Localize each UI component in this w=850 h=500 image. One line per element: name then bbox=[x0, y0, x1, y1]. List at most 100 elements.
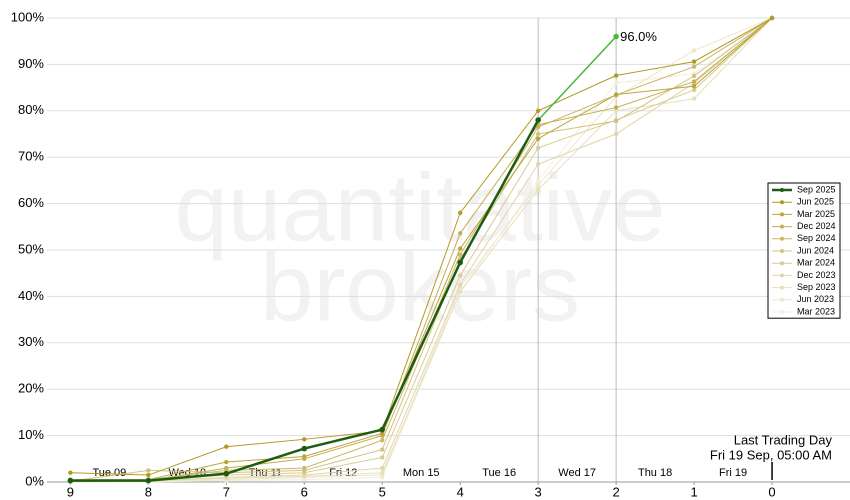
data-point bbox=[145, 477, 152, 484]
legend-swatch-dot bbox=[780, 285, 784, 290]
data-point bbox=[613, 108, 619, 114]
data-point bbox=[457, 273, 463, 278]
series-line-segment bbox=[537, 36, 617, 121]
data-point bbox=[380, 465, 385, 471]
x-tick-label: 0 bbox=[768, 484, 775, 499]
annotation: Fri 19 Sep, 05:00 AM bbox=[710, 447, 832, 462]
data-point bbox=[457, 289, 463, 294]
legend-swatch-dot bbox=[780, 297, 784, 302]
data-point bbox=[146, 468, 151, 473]
day-label: Mon 15 bbox=[403, 467, 440, 479]
data-point bbox=[691, 64, 697, 69]
data-point bbox=[302, 437, 307, 442]
data-point bbox=[691, 59, 697, 64]
series-line bbox=[70, 17, 773, 481]
data-point bbox=[691, 96, 697, 101]
data-point bbox=[380, 455, 385, 460]
x-tick-label: 7 bbox=[223, 484, 230, 499]
day-label: Tue 16 bbox=[482, 467, 516, 479]
legend-label: Dec 2024 bbox=[797, 221, 836, 231]
legend-swatch-dot bbox=[780, 200, 784, 205]
series-line bbox=[70, 17, 773, 483]
data-point bbox=[691, 87, 697, 93]
y-tick-label: 60% bbox=[18, 195, 44, 210]
series-line bbox=[70, 17, 773, 482]
data-point bbox=[613, 131, 619, 137]
data-point bbox=[457, 252, 463, 257]
data-point bbox=[613, 33, 619, 40]
y-tick-label: 80% bbox=[18, 102, 44, 117]
y-tick-label: 70% bbox=[18, 149, 44, 164]
data-point bbox=[457, 231, 463, 236]
data-point bbox=[380, 447, 385, 452]
data-point bbox=[457, 259, 463, 266]
x-tick-label: 5 bbox=[379, 484, 386, 499]
legend-swatch-dot bbox=[780, 188, 784, 192]
watermark: brokers bbox=[260, 234, 580, 341]
value-label: 96.0% bbox=[620, 29, 657, 44]
series-line bbox=[70, 17, 773, 483]
legend-swatch-dot bbox=[780, 236, 784, 241]
x-tick-label: 1 bbox=[690, 484, 697, 499]
legend-swatch-dot bbox=[780, 212, 784, 217]
data-point bbox=[691, 48, 697, 53]
data-point bbox=[613, 73, 619, 78]
data-point bbox=[691, 79, 697, 84]
data-point bbox=[68, 470, 73, 475]
legend-label: Sep 2024 bbox=[797, 233, 836, 243]
legend-label: Mar 2025 bbox=[797, 209, 835, 219]
data-point bbox=[224, 465, 229, 471]
x-tick-label: 2 bbox=[612, 484, 619, 499]
watermark: quantitative bbox=[174, 154, 665, 261]
data-point bbox=[457, 246, 463, 251]
day-label: Wed 17 bbox=[558, 467, 596, 479]
data-point bbox=[613, 92, 619, 97]
data-point bbox=[67, 477, 74, 484]
data-point bbox=[302, 465, 307, 471]
legend-swatch-dot bbox=[780, 249, 784, 253]
data-point bbox=[379, 426, 386, 433]
legend-label: Dec 2023 bbox=[797, 270, 836, 280]
data-point bbox=[457, 282, 463, 287]
y-tick-label: 100% bbox=[11, 9, 45, 24]
annotation: Last Trading Day bbox=[734, 432, 833, 447]
data-point bbox=[535, 136, 541, 141]
legend-label: Jun 2023 bbox=[797, 294, 834, 304]
legend-swatch-dot bbox=[780, 310, 784, 314]
y-tick-label: 90% bbox=[18, 56, 44, 71]
data-point bbox=[535, 161, 541, 167]
data-point bbox=[302, 454, 307, 459]
series-line bbox=[70, 17, 773, 476]
data-point bbox=[535, 187, 541, 192]
data-point bbox=[691, 73, 697, 79]
data-point bbox=[535, 178, 541, 183]
legend-swatch-dot bbox=[780, 261, 784, 266]
data-point bbox=[535, 108, 541, 114]
legend: Sep 2025 Jun 2025 Mar 2025 Dec 2024 Sep 2024… bbox=[767, 182, 841, 319]
legend-label: Jun 2025 bbox=[797, 197, 834, 207]
data-point bbox=[146, 472, 151, 478]
legend-label: Sep 2025 bbox=[797, 184, 836, 194]
series-line bbox=[70, 17, 773, 482]
x-tick-label: 9 bbox=[67, 484, 74, 499]
data-point bbox=[691, 84, 697, 89]
y-tick-label: 10% bbox=[18, 427, 44, 442]
x-tick-label: 3 bbox=[535, 484, 542, 499]
data-point bbox=[613, 118, 619, 124]
data-point bbox=[224, 459, 229, 465]
y-tick-label: 20% bbox=[18, 381, 44, 396]
data-point bbox=[223, 470, 230, 477]
y-tick-label: 40% bbox=[18, 288, 44, 303]
day-label: Tue 09 bbox=[92, 467, 126, 479]
legend-label: Mar 2023 bbox=[797, 306, 835, 316]
data-point bbox=[535, 145, 541, 151]
data-point bbox=[224, 444, 229, 449]
day-label: Thu 18 bbox=[638, 467, 672, 479]
x-tick-label: 4 bbox=[457, 484, 464, 499]
data-point bbox=[380, 470, 385, 475]
legend-label: Jun 2024 bbox=[797, 245, 834, 255]
y-tick-label: 0% bbox=[25, 473, 44, 488]
data-point bbox=[301, 445, 308, 452]
